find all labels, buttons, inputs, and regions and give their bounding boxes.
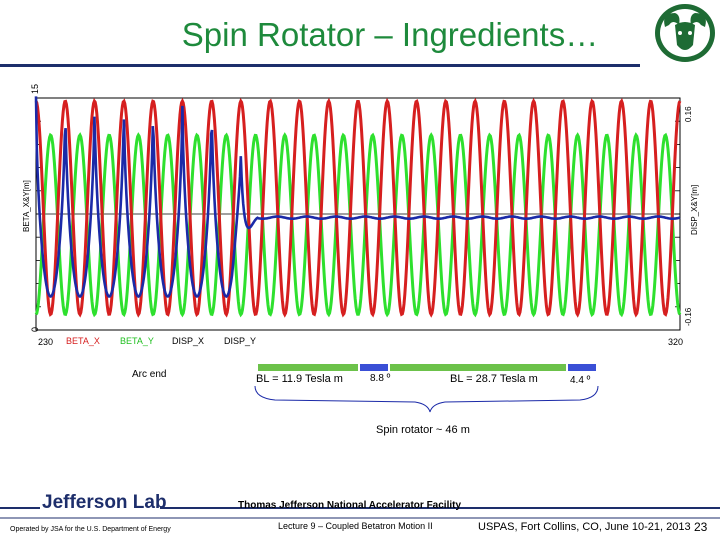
magnet-block	[568, 364, 596, 371]
footer-bar	[0, 507, 720, 519]
legend-disp-x: DISP_X	[172, 336, 205, 346]
magnet-block	[390, 364, 566, 371]
title-divider	[0, 64, 640, 67]
operated-by: Operated by JSA for the U.S. Department …	[10, 526, 171, 533]
lecture-title: Lecture 9 – Coupled Betatron Motion II	[278, 521, 433, 531]
right-axis-top-tick: 0.16	[684, 106, 693, 122]
legend-beta-x: BETA_X	[66, 336, 100, 346]
left-axis-bottom-tick: 0	[30, 326, 40, 332]
x-tick-320: 320	[668, 337, 684, 347]
left-axis-top-tick: 15	[30, 83, 40, 94]
venue-date: USPAS, Fort Collins, CO, June 10-21, 201…	[478, 521, 691, 533]
angle1-label: 8.8 º	[370, 373, 391, 384]
disp-x-series	[34, 96, 681, 298]
left-axis-label: BETA_X&Y[m]	[22, 180, 31, 232]
beta-x-series	[34, 97, 682, 318]
facility-name: Thomas Jefferson National Accelerator Fa…	[238, 500, 462, 511]
magnet-block	[258, 364, 358, 371]
page-title: Spin Rotator – Ingredients…	[181, 16, 599, 53]
x-tick-230: 230	[38, 337, 54, 347]
right-axis-bottom-tick: -0.16	[684, 307, 693, 326]
beta-y-series	[34, 132, 682, 318]
bl1-label: BL = 11.9 Tesla m	[256, 373, 343, 385]
magnet-layout	[258, 364, 596, 371]
spin-rotator-label: Spin rotator ~ 46 m	[376, 424, 470, 436]
bl2-label: BL = 28.7 Tesla m	[450, 373, 538, 385]
legend-disp-y: DISP_Y	[224, 336, 257, 346]
right-axis-label: DISP_X&Y[m]	[690, 184, 699, 235]
page-number: 23	[694, 520, 708, 534]
jefferson-lab-logo: Jefferson Lab	[42, 492, 167, 513]
magnet-block	[360, 364, 388, 371]
angle2-label: 4.4 º	[570, 375, 591, 386]
ram-logo-icon	[655, 4, 715, 62]
legend-beta-y: BETA_Y	[120, 336, 154, 346]
arc-end-label: Arc end	[132, 369, 167, 380]
spin-rotator-brace	[254, 385, 599, 413]
